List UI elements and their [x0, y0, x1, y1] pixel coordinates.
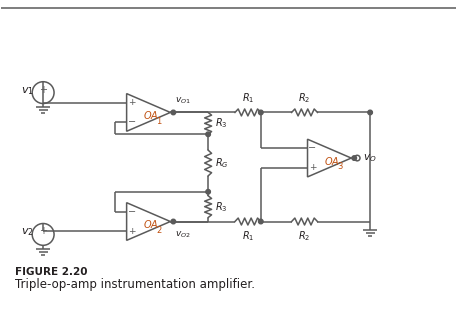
- Text: $R_3$: $R_3$: [215, 116, 228, 130]
- Circle shape: [206, 189, 210, 194]
- Text: $R_G$: $R_G$: [215, 156, 229, 170]
- Circle shape: [259, 110, 263, 115]
- Text: +: +: [39, 226, 47, 236]
- Text: $\mathit{OA}$: $\mathit{OA}$: [143, 110, 158, 121]
- Text: −: −: [128, 117, 136, 127]
- Text: $v_2$: $v_2$: [21, 226, 34, 238]
- Text: $v_{O2}$: $v_{O2}$: [175, 229, 191, 240]
- Text: $R_1$: $R_1$: [242, 91, 254, 105]
- Text: $\mathit{OA}$: $\mathit{OA}$: [143, 218, 158, 230]
- Text: $\mathit{OA}$: $\mathit{OA}$: [324, 155, 339, 167]
- Circle shape: [352, 156, 356, 160]
- Text: −: −: [128, 207, 136, 217]
- Circle shape: [171, 110, 175, 115]
- Text: $3$: $3$: [337, 160, 344, 172]
- Circle shape: [171, 219, 175, 224]
- Text: $1$: $1$: [156, 115, 163, 126]
- Text: +: +: [39, 84, 47, 95]
- Circle shape: [206, 132, 210, 137]
- Text: −: −: [308, 143, 317, 153]
- Text: $v_{O1}$: $v_{O1}$: [175, 95, 191, 106]
- Text: $R_2$: $R_2$: [298, 229, 311, 243]
- Text: $v_O$: $v_O$: [363, 152, 377, 164]
- Circle shape: [259, 219, 263, 224]
- Text: Triple-op-amp instrumentation amplifier.: Triple-op-amp instrumentation amplifier.: [15, 278, 255, 291]
- Text: $R_1$: $R_1$: [242, 229, 254, 243]
- Text: $R_2$: $R_2$: [298, 91, 311, 105]
- Text: +: +: [309, 163, 316, 172]
- Text: FIGURE 2.20: FIGURE 2.20: [15, 267, 88, 277]
- Text: $R_3$: $R_3$: [215, 200, 228, 214]
- Text: $2$: $2$: [156, 224, 163, 235]
- Text: +: +: [128, 98, 135, 107]
- Circle shape: [368, 110, 372, 115]
- Text: +: +: [128, 227, 135, 236]
- Text: $v_1$: $v_1$: [21, 85, 34, 97]
